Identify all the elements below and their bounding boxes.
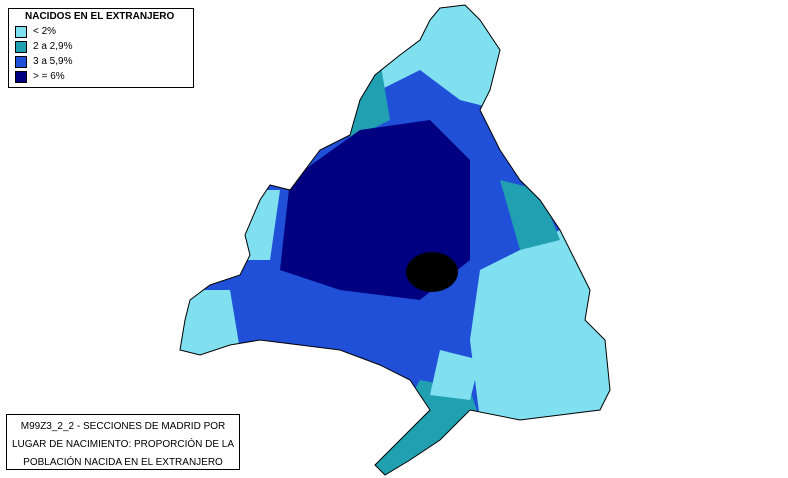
legend-swatch — [15, 25, 27, 38]
caption-line: M99Z3_2_2 - SECCIONES DE MADRID POR — [20, 421, 226, 432]
legend-swatch — [15, 70, 27, 83]
legend-item: 3 a 5,9% — [15, 54, 193, 69]
area — [370, 380, 480, 475]
legend: NACIDOS EN EL EXTRANJERO < 2% 2 a 2,9% 3 a… — [8, 8, 194, 88]
legend-label: < 2% — [33, 26, 57, 37]
legend-item: > = 6% — [15, 69, 193, 84]
region — [180, 5, 610, 475]
area — [500, 180, 560, 250]
legend-item: 2 a 2,9% — [15, 39, 193, 54]
city — [406, 252, 458, 292]
legend-swatch — [15, 40, 27, 53]
legend-swatch — [15, 55, 27, 68]
legend-title: NACIDOS EN EL EXTRANJERO — [25, 11, 175, 22]
caption-line: LUGAR DE NACIMIENTO: PROPORCIÓN DE LA — [11, 439, 235, 450]
legend-label: 3 a 5,9% — [33, 56, 73, 67]
area — [470, 230, 610, 420]
caption: M99Z3_2_2 - SECCIONES DE MADRID POR LUGAR… — [6, 414, 240, 470]
legend-item: < 2% — [15, 24, 193, 39]
legend-label: 2 a 2,9% — [33, 41, 73, 52]
area — [430, 350, 480, 400]
legend-label: > = 6% — [33, 71, 65, 82]
caption-line: POBLACIÓN NACIDA EN EL EXTRANJERO — [23, 457, 223, 468]
outline — [179, 4, 611, 476]
